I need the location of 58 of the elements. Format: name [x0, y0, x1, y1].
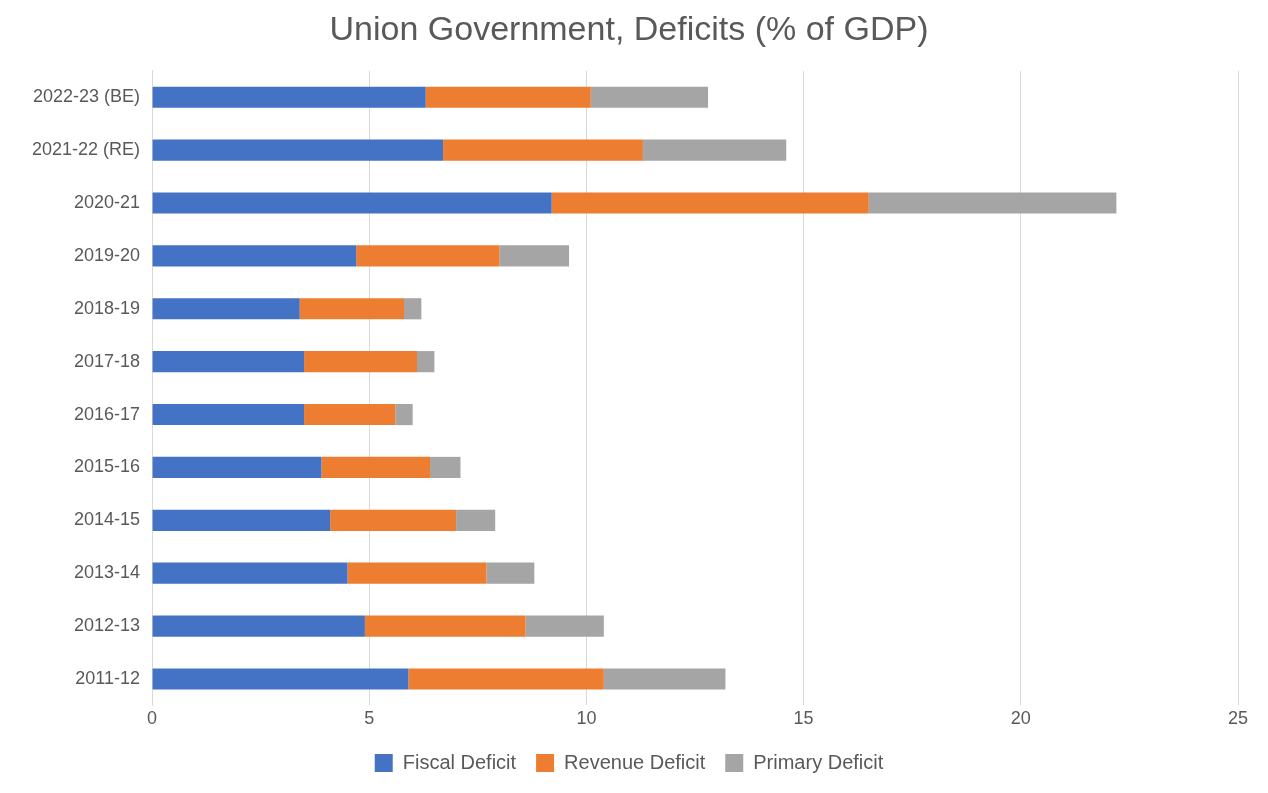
- x-tick-label: 5: [364, 708, 375, 729]
- bar: [304, 351, 418, 373]
- bar: [443, 139, 643, 161]
- bar: [321, 456, 431, 478]
- y-tick-label: 2011-12: [75, 667, 141, 688]
- bar: [152, 139, 444, 161]
- y-tick-label: 2020-21: [73, 191, 141, 212]
- y-tick-label: 2018-19: [73, 297, 141, 318]
- bar: [152, 192, 552, 214]
- y-tick-label: 2012-13: [73, 615, 141, 636]
- bar: [364, 615, 526, 637]
- y-tick-label: 2014-15: [73, 509, 141, 530]
- x-tick-label: 25: [1227, 708, 1249, 729]
- bar: [525, 615, 604, 637]
- bar: [425, 86, 591, 108]
- bar: [299, 298, 404, 320]
- bar: [603, 668, 726, 690]
- bar: [456, 509, 496, 531]
- bar: [152, 351, 305, 373]
- y-tick-label: 2013-14: [73, 562, 141, 583]
- legend-label: Fiscal Deficit: [402, 750, 517, 773]
- bar: [868, 192, 1117, 214]
- legend-label: Primary Deficit: [753, 750, 884, 773]
- x-tick-label: 20: [1010, 708, 1031, 729]
- bar: [152, 86, 426, 108]
- bar: [356, 245, 500, 267]
- bar: [347, 562, 487, 584]
- y-tick-label: 2017-18: [73, 350, 141, 371]
- x-tick-label: 0: [147, 708, 158, 729]
- y-tick-label: 2016-17: [73, 403, 141, 424]
- bar: [152, 615, 365, 637]
- y-tick-label: 2019-20: [73, 244, 141, 265]
- bar: [152, 298, 300, 320]
- bar: [330, 509, 457, 531]
- bar: [152, 403, 305, 426]
- bar: [486, 562, 535, 584]
- bar: [152, 456, 322, 478]
- y-tick-label: 2015-16: [73, 456, 141, 477]
- y-tick-label: 2022-23 (BE): [32, 86, 141, 107]
- x-tick-label: 15: [793, 708, 814, 729]
- bar: [417, 351, 435, 373]
- bar: [152, 245, 357, 267]
- bar: [152, 562, 348, 584]
- bar: [590, 86, 709, 108]
- bar: [152, 668, 409, 690]
- bar: [551, 192, 869, 214]
- bar: [304, 403, 396, 426]
- bar: [499, 245, 570, 267]
- bar: [430, 456, 461, 478]
- legend-label: Revenue Deficit: [564, 750, 706, 773]
- y-tick-label: 2021-22 (RE): [31, 139, 141, 160]
- chart-title: Union Government, Deficits (% of GDP): [329, 8, 929, 47]
- x-tick-label: 10: [576, 708, 597, 729]
- bar: [642, 139, 787, 161]
- bar: [403, 298, 422, 320]
- bar: [408, 668, 604, 690]
- bar: [395, 403, 413, 426]
- bar: [152, 509, 331, 531]
